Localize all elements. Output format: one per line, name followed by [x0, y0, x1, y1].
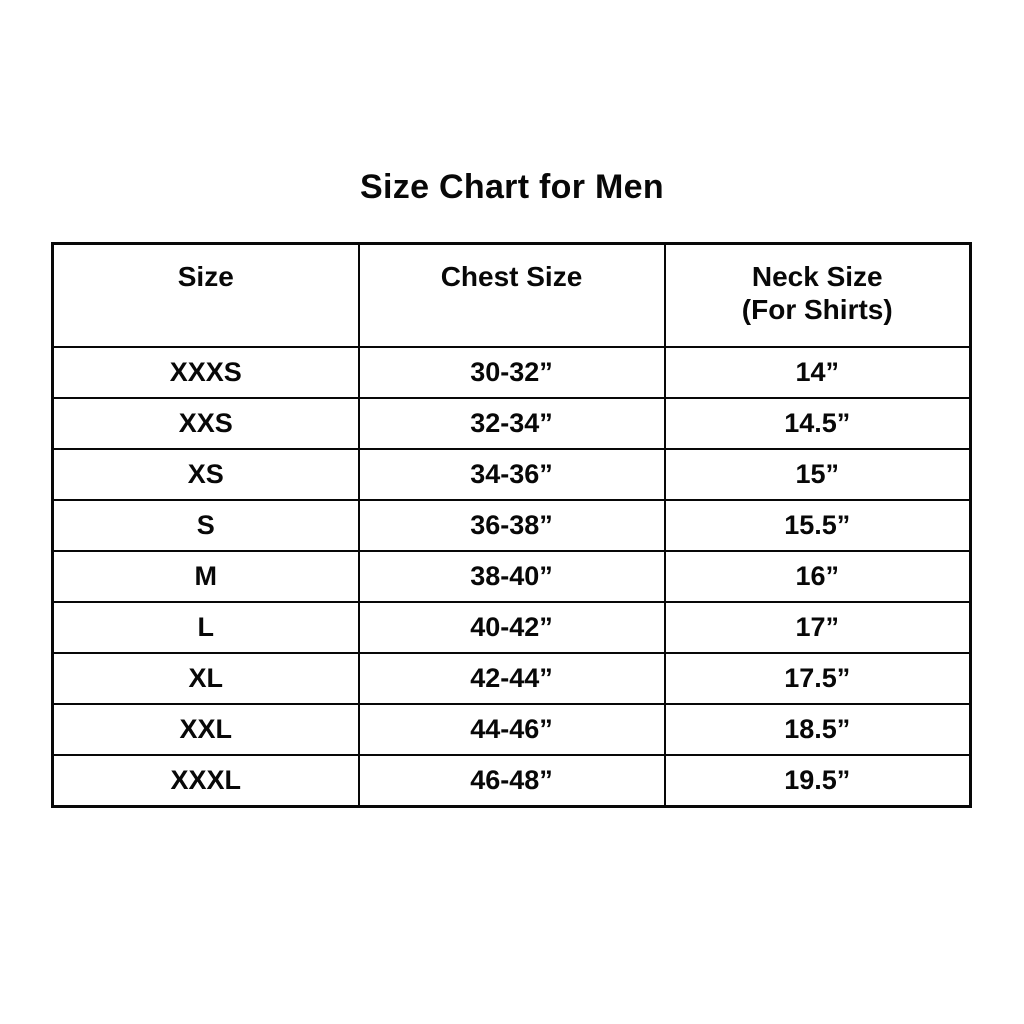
size-cell: XS — [51, 448, 360, 501]
chest-size-cell: 32-34” — [357, 397, 666, 450]
size-cell: S — [51, 499, 360, 552]
column-header-chest-size: Chest Size — [357, 242, 666, 348]
neck-size-cell: 15” — [663, 448, 972, 501]
chest-size-cell: 34-36” — [357, 448, 666, 501]
neck-size-cell: 14” — [663, 346, 972, 399]
column-header-neck-size: Neck Size (For Shirts) — [663, 242, 972, 348]
size-chart-table: Size Chest Size Neck Size (For Shirts) X… — [51, 242, 972, 808]
neck-size-cell: 15.5” — [663, 499, 972, 552]
neck-size-cell: 17.5” — [663, 652, 972, 705]
table-row: XL 42-44” 17.5” — [51, 652, 972, 705]
table-row: L 40-42” 17” — [51, 601, 972, 654]
size-cell: XXXL — [51, 754, 360, 808]
chest-size-cell: 30-32” — [357, 346, 666, 399]
page-title: Size Chart for Men — [360, 168, 664, 206]
column-header-size: Size — [51, 242, 360, 348]
size-cell: XL — [51, 652, 360, 705]
table-row: M 38-40” 16” — [51, 550, 972, 603]
table-row: XXL 44-46” 18.5” — [51, 703, 972, 756]
neck-size-cell: 16” — [663, 550, 972, 603]
table-row: XXXL 46-48” 19.5” — [51, 754, 972, 808]
table-row: XS 34-36” 15” — [51, 448, 972, 501]
chest-size-cell: 40-42” — [357, 601, 666, 654]
column-header-size-label: Size — [177, 261, 234, 292]
chest-size-cell: 36-38” — [357, 499, 666, 552]
neck-size-cell: 17” — [663, 601, 972, 654]
size-cell: XXS — [51, 397, 360, 450]
chest-size-cell: 44-46” — [357, 703, 666, 756]
table-row: S 36-38” 15.5” — [51, 499, 972, 552]
table-header: Size Chest Size Neck Size (For Shirts) — [51, 242, 972, 348]
neck-size-cell: 18.5” — [663, 703, 972, 756]
column-header-neck-size-sublabel: (For Shirts) — [741, 294, 893, 325]
chest-size-cell: 46-48” — [357, 754, 666, 808]
column-header-chest-size-label: Chest Size — [440, 261, 583, 292]
size-cell: L — [51, 601, 360, 654]
neck-size-cell: 14.5” — [663, 397, 972, 450]
table-body: XXXS 30-32” 14” XXS 32-34” 14.5” XS 34-36” 15” S 3… — [51, 346, 972, 808]
size-cell: M — [51, 550, 360, 603]
chest-size-cell: 38-40” — [357, 550, 666, 603]
column-header-neck-size-label: Neck Size — [751, 261, 883, 292]
table-row: XXS 32-34” 14.5” — [51, 397, 972, 450]
chest-size-cell: 42-44” — [357, 652, 666, 705]
header-row: Size Chest Size Neck Size (For Shirts) — [51, 242, 972, 348]
neck-size-cell: 19.5” — [663, 754, 972, 808]
size-cell: XXL — [51, 703, 360, 756]
size-cell: XXXS — [51, 346, 360, 399]
table-row: XXXS 30-32” 14” — [51, 346, 972, 399]
